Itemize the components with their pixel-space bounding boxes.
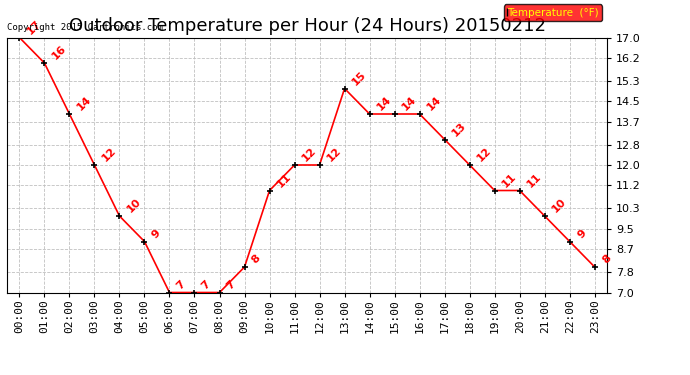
Text: 8: 8 <box>600 253 613 266</box>
Text: 15: 15 <box>350 69 368 87</box>
Text: 10: 10 <box>550 196 568 214</box>
Text: 7: 7 <box>225 279 237 291</box>
Text: 13: 13 <box>450 120 468 138</box>
Text: 10: 10 <box>125 196 143 214</box>
Text: 14: 14 <box>375 94 393 112</box>
Text: 9: 9 <box>575 228 588 240</box>
Text: 8: 8 <box>250 253 263 266</box>
Text: 12: 12 <box>100 146 118 164</box>
Text: 17: 17 <box>25 18 43 36</box>
Text: 11: 11 <box>500 171 518 189</box>
Text: 12: 12 <box>300 146 318 164</box>
Text: Copyright 2015 Cartronics.com: Copyright 2015 Cartronics.com <box>7 23 163 32</box>
Text: 12: 12 <box>475 146 493 164</box>
Legend: Temperature  (°F): Temperature (°F) <box>504 4 602 21</box>
Text: 14: 14 <box>75 94 93 112</box>
Title: Outdoor Temperature per Hour (24 Hours) 20150212: Outdoor Temperature per Hour (24 Hours) … <box>68 16 546 34</box>
Text: 11: 11 <box>525 171 543 189</box>
Text: 9: 9 <box>150 228 163 240</box>
Text: 14: 14 <box>400 94 418 112</box>
Text: 16: 16 <box>50 44 68 62</box>
Text: 14: 14 <box>425 94 443 112</box>
Text: 7: 7 <box>200 279 213 291</box>
Text: 7: 7 <box>175 279 188 291</box>
Text: 11: 11 <box>275 171 293 189</box>
Text: 12: 12 <box>325 146 343 164</box>
